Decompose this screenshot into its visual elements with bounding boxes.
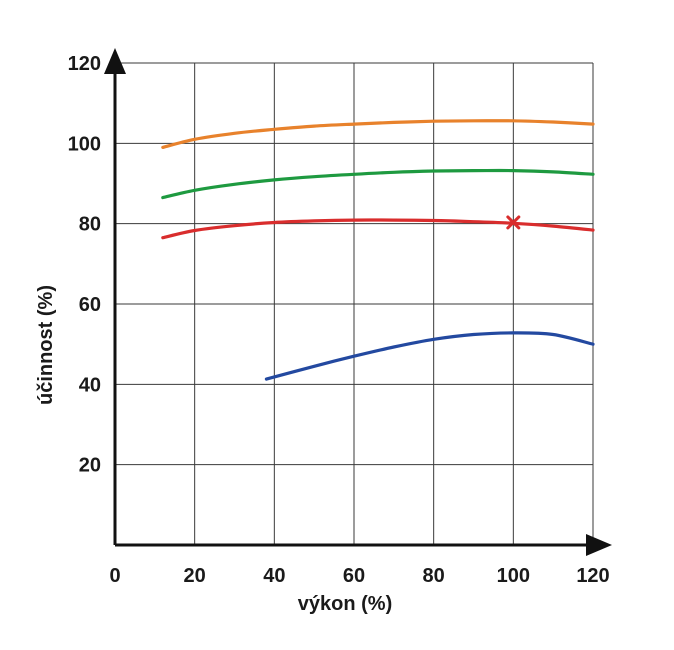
x-tick-label: 100 [497, 565, 530, 587]
y-tick-label: 100 [68, 133, 101, 155]
grid [115, 62, 594, 545]
y-tick-label: 120 [68, 53, 101, 75]
series-line-3 [161, 218, 595, 240]
tick-labels: 0 20 40 60 80 100 120 20 40 60 80 100 120 [68, 53, 610, 587]
series-lines [161, 119, 595, 381]
y-tick-label: 60 [79, 294, 101, 316]
markers [506, 215, 521, 230]
x-tick-label: 60 [343, 565, 365, 587]
x-marker [506, 215, 521, 230]
x-tick-label: 20 [184, 565, 206, 587]
y-tick-label: 20 [79, 455, 101, 477]
x-tick-label: 40 [263, 565, 285, 587]
x-axis-arrow [586, 534, 612, 556]
y-tick-label: 40 [79, 374, 101, 396]
x-axis-title: výkon (%) [298, 593, 392, 615]
x-tick-label: 80 [423, 565, 445, 587]
axes [104, 48, 612, 556]
x-tick-label: 0 [109, 565, 120, 587]
y-axis-arrow [104, 48, 126, 74]
y-tick-label: 80 [79, 214, 101, 236]
x-tick-label: 120 [576, 565, 609, 587]
series-line-1 [161, 119, 595, 149]
y-axis-title: účinnost (%) [35, 285, 57, 405]
series-line-4 [264, 331, 595, 381]
series-line-2 [161, 168, 595, 200]
